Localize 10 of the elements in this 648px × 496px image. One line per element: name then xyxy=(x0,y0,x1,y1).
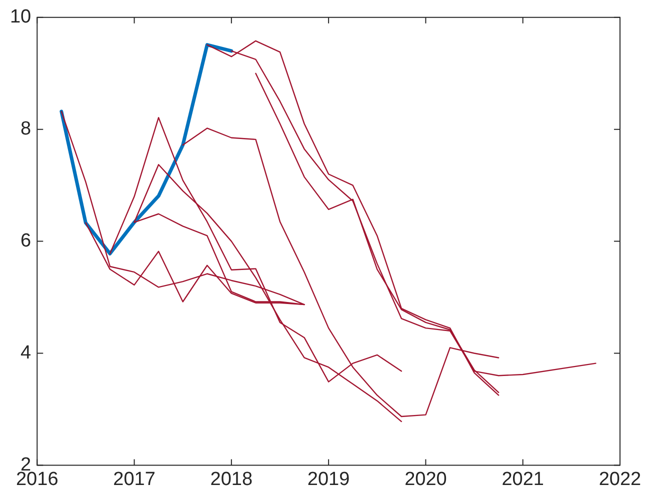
y-tick-label: 4 xyxy=(20,342,32,364)
x-tick-label: 2022 xyxy=(598,468,642,490)
x-tick-label: 2020 xyxy=(404,468,447,490)
x-tick-label: 2019 xyxy=(307,468,350,490)
y-tick-label: 6 xyxy=(20,230,32,252)
x-tick-label: 2018 xyxy=(210,468,253,490)
y-tick-label: 8 xyxy=(20,118,32,140)
x-tick-label: 2017 xyxy=(113,468,156,490)
y-tick-label: 10 xyxy=(10,6,32,28)
x-tick-label: 2021 xyxy=(502,468,544,490)
